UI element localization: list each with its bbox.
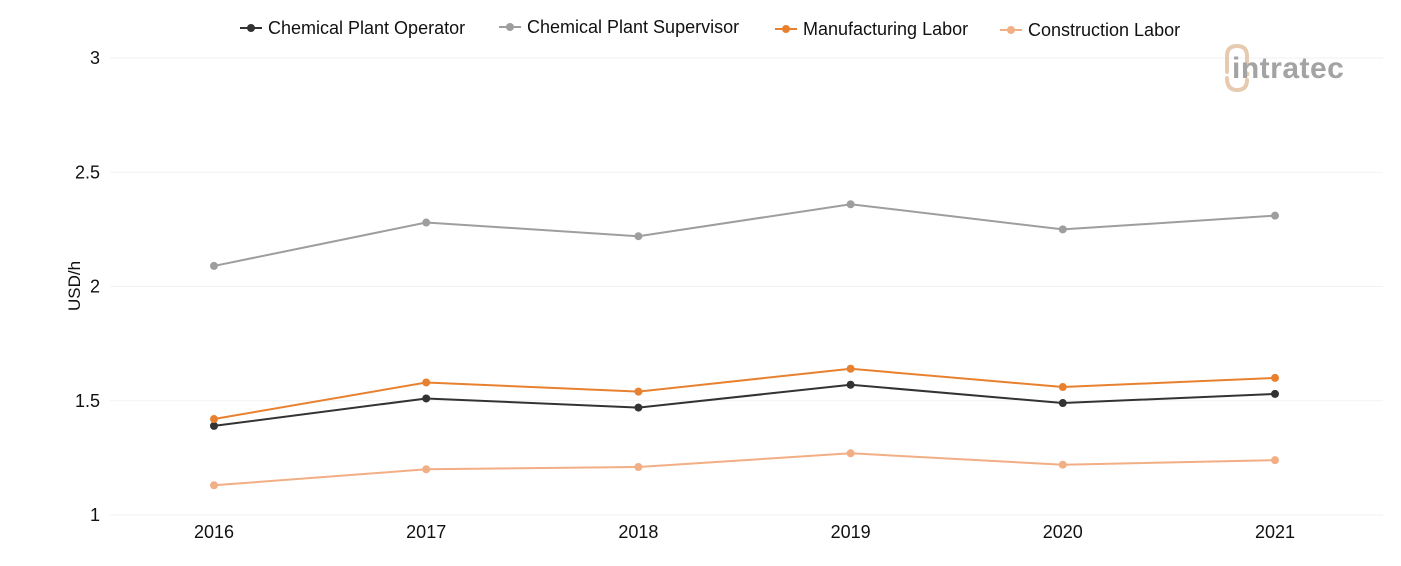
data-point[interactable] bbox=[634, 403, 643, 412]
series-construction-labor bbox=[210, 449, 1279, 490]
legend-item[interactable]: Manufacturing Labor bbox=[775, 19, 968, 39]
series-manufacturing-labor bbox=[210, 364, 1279, 424]
series-line bbox=[213, 367, 1276, 421]
series-line bbox=[213, 383, 1276, 427]
y-tick-label: 2 bbox=[90, 277, 100, 297]
data-point[interactable] bbox=[210, 415, 218, 424]
data-point[interactable] bbox=[422, 218, 431, 227]
legend-label: Chemical Plant Operator bbox=[268, 18, 465, 38]
legend-marker-icon bbox=[247, 24, 255, 32]
series-line bbox=[213, 203, 1276, 267]
legend-label: Manufacturing Labor bbox=[803, 19, 968, 39]
data-point[interactable] bbox=[846, 449, 855, 458]
y-tick-label: 2.5 bbox=[75, 162, 100, 182]
legend-marker-icon bbox=[1007, 26, 1015, 34]
data-point[interactable] bbox=[1271, 373, 1279, 382]
logo-text: intratec bbox=[1232, 52, 1344, 85]
data-point[interactable] bbox=[422, 378, 431, 387]
data-point[interactable] bbox=[634, 463, 643, 472]
series-line bbox=[213, 452, 1276, 487]
legend-marker-icon bbox=[782, 25, 790, 33]
data-point[interactable] bbox=[422, 394, 431, 403]
x-tick-label: 2017 bbox=[406, 522, 446, 542]
series-chemical-plant-supervisor bbox=[210, 200, 1279, 270]
data-point[interactable] bbox=[1058, 225, 1067, 234]
grid-lines bbox=[110, 57, 1383, 516]
x-tick-label: 2016 bbox=[194, 522, 234, 542]
legend-label: Chemical Plant Supervisor bbox=[527, 17, 739, 37]
legend-label: Construction Labor bbox=[1028, 20, 1180, 40]
y-axis-title: USD/h bbox=[65, 261, 84, 311]
data-point[interactable] bbox=[1271, 211, 1279, 220]
data-point[interactable] bbox=[846, 200, 855, 209]
x-tick-label: 2018 bbox=[618, 522, 658, 542]
y-tick-label: 3 bbox=[90, 48, 100, 68]
data-point[interactable] bbox=[1058, 399, 1067, 408]
data-point[interactable] bbox=[210, 261, 218, 270]
data-point[interactable] bbox=[1058, 383, 1067, 392]
data-point[interactable] bbox=[1271, 389, 1279, 398]
data-point[interactable] bbox=[210, 481, 218, 490]
legend-item[interactable]: Chemical Plant Supervisor bbox=[499, 17, 739, 37]
legend-item[interactable]: Construction Labor bbox=[1000, 20, 1180, 40]
y-tick-label: 1 bbox=[90, 505, 100, 525]
series-chemical-plant-operator bbox=[210, 380, 1279, 430]
x-tick-label: 2020 bbox=[1043, 522, 1083, 542]
x-tick-label: 2021 bbox=[1255, 522, 1295, 542]
y-axis-ticks: 1 1.5 2 2.5 3 bbox=[75, 48, 100, 525]
series-lines bbox=[210, 200, 1279, 490]
legend-item[interactable]: Chemical Plant Operator bbox=[240, 18, 465, 38]
data-point[interactable] bbox=[846, 380, 855, 389]
data-point[interactable] bbox=[1271, 456, 1279, 465]
data-point[interactable] bbox=[634, 387, 643, 396]
intratec-logo: intratec bbox=[1225, 43, 1344, 93]
data-point[interactable] bbox=[634, 232, 643, 241]
y-tick-label: 1.5 bbox=[75, 391, 100, 411]
legend[interactable]: Chemical Plant Operator Chemical Plant Su… bbox=[240, 17, 1180, 40]
intratec-logo-icon bbox=[1225, 43, 1250, 93]
data-point[interactable] bbox=[846, 364, 855, 373]
data-point[interactable] bbox=[1058, 460, 1067, 469]
x-tick-label: 2019 bbox=[831, 522, 871, 542]
legend-marker-icon bbox=[506, 23, 514, 31]
data-point[interactable] bbox=[210, 421, 218, 430]
data-point[interactable] bbox=[422, 465, 431, 474]
x-axis-ticks: 2016 2017 2018 2019 2020 2021 bbox=[194, 522, 1295, 542]
